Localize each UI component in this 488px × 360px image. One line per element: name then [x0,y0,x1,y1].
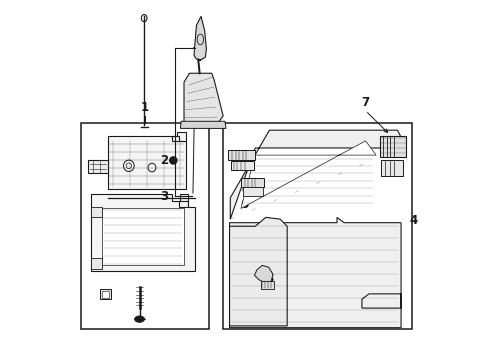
Text: 4: 4 [408,215,417,228]
Bar [228,150,255,161]
Bar [102,291,109,298]
Polygon shape [107,132,185,189]
Bar [241,178,264,187]
Polygon shape [180,121,225,129]
Text: 8: 8 [265,272,273,285]
Polygon shape [254,265,272,283]
Circle shape [169,157,177,164]
Ellipse shape [134,316,144,322]
Text: 6: 6 [239,198,247,211]
Text: 7: 7 [361,96,369,109]
Polygon shape [229,217,286,326]
Bar [100,289,111,299]
Bar [81,123,208,329]
Text: 3: 3 [160,189,168,203]
Bar [379,135,406,157]
Polygon shape [183,73,223,123]
Polygon shape [229,217,400,328]
Bar [223,123,411,329]
Polygon shape [91,194,194,271]
Bar [230,161,254,170]
Bar [381,161,402,176]
Polygon shape [91,207,102,217]
Bar [102,208,183,265]
Polygon shape [194,16,206,60]
Bar [260,281,273,288]
Bar [243,188,263,196]
Polygon shape [91,258,102,269]
Text: 2: 2 [160,154,168,167]
Polygon shape [241,141,375,208]
Polygon shape [88,161,107,173]
Polygon shape [230,130,402,219]
Text: 5: 5 [232,150,241,163]
Text: 1: 1 [141,101,149,114]
